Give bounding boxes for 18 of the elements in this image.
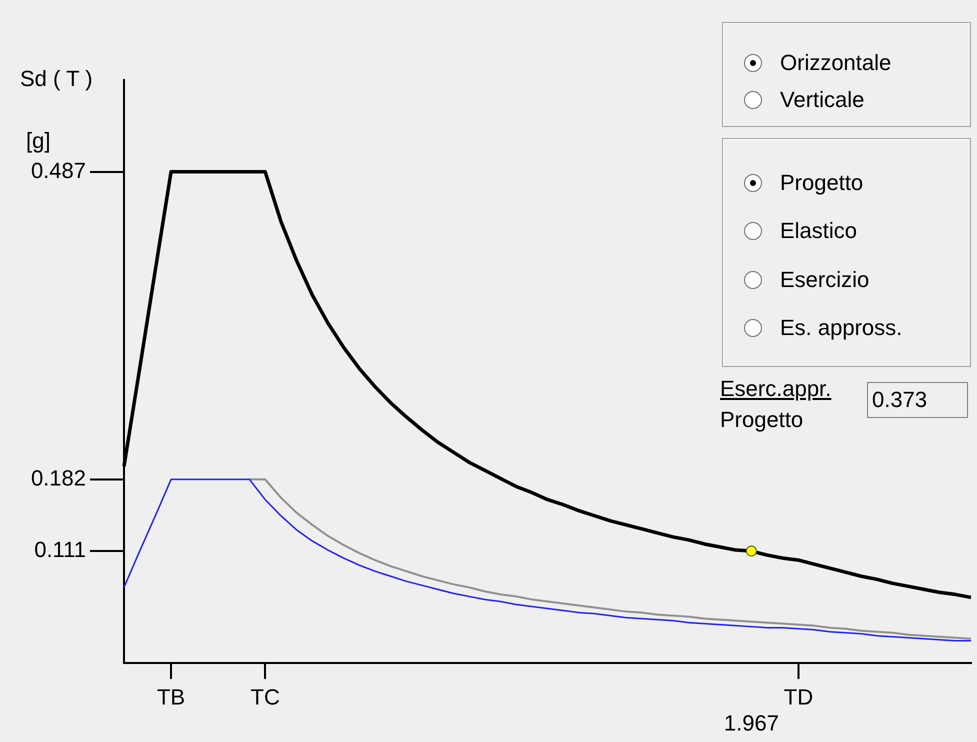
text: [g] xyxy=(26,128,50,154)
y-tick-label: 0.182 xyxy=(30,465,86,490)
annotation: Elastico xyxy=(780,218,858,244)
x-tick-label: TB xyxy=(156,684,186,710)
x-tick-label: 1.967 xyxy=(724,710,779,736)
y-tick-label: 0.111 xyxy=(34,537,86,562)
annotation: Progetto xyxy=(720,407,804,433)
x-tick-label: TC xyxy=(250,684,280,710)
text: Orizzontale xyxy=(780,50,892,76)
annotation: Eserc.appr. xyxy=(720,376,832,402)
annotation: Es. appross. xyxy=(780,315,902,341)
annotation: Progetto xyxy=(780,170,864,196)
y-axis-title: Sd ( T ) xyxy=(20,66,93,92)
x-tick-label: TD xyxy=(784,684,814,710)
text-field: 0.373 xyxy=(867,382,968,418)
annotation: Verticale xyxy=(780,87,864,113)
annotation: Esercizio xyxy=(780,267,870,293)
y-tick-label: 0.487 xyxy=(30,158,86,183)
